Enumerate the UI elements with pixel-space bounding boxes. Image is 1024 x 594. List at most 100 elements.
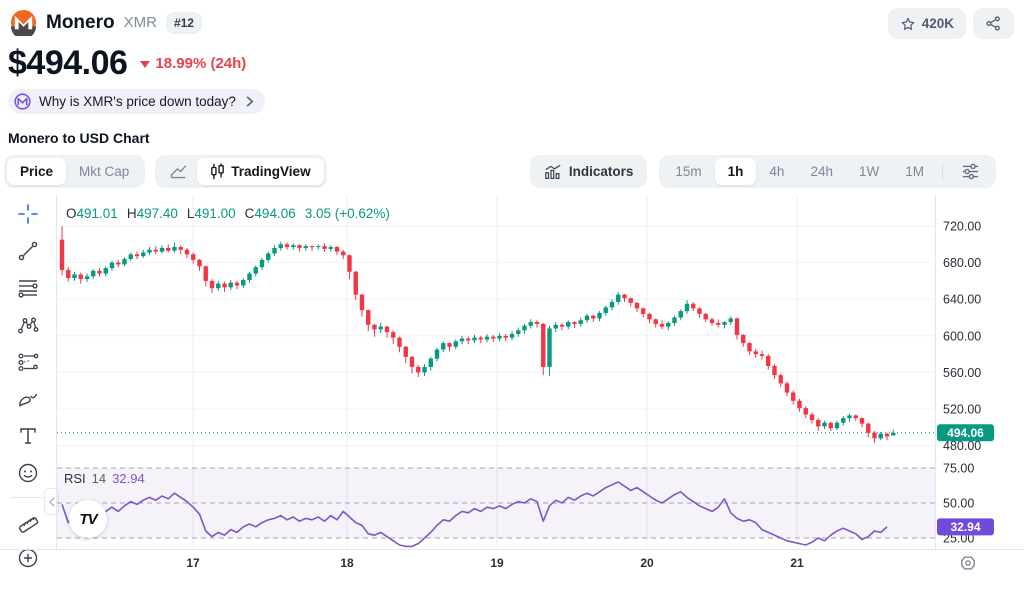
candle-body (91, 270, 96, 277)
share-button[interactable] (973, 8, 1014, 39)
candle-body (384, 326, 390, 333)
header-actions: 420K (887, 8, 1014, 39)
candle-body (541, 323, 546, 367)
fib-lines-icon (18, 279, 38, 298)
candle-body (691, 303, 696, 309)
candle-body (134, 254, 140, 257)
candle-body (259, 259, 265, 268)
candle-body (734, 318, 740, 335)
rsi-axis-label: 75.00 (943, 462, 974, 476)
candle-body (109, 262, 115, 269)
candle-body (684, 303, 690, 312)
candle-body (828, 422, 833, 429)
candle-body (178, 247, 183, 250)
candle-body (597, 312, 602, 319)
candle-body (222, 283, 227, 288)
tf-24h[interactable]: 24h (797, 158, 846, 185)
candle-body (228, 282, 233, 288)
candle-body (678, 311, 683, 318)
gear-icon (961, 556, 975, 570)
candle-body (378, 326, 383, 330)
candle-body (641, 308, 646, 314)
candle-body (878, 433, 883, 439)
candle-body (216, 283, 221, 289)
coin-header: Monero XMR #12 (10, 9, 202, 36)
cmc-ai-icon (14, 93, 31, 110)
chart-settings-button[interactable] (956, 551, 980, 578)
tradingview-watermark-logo[interactable]: TV (69, 500, 107, 538)
candle-body (266, 253, 271, 260)
trend-line-tool-button[interactable] (10, 232, 46, 269)
triangle-down-icon (140, 60, 151, 68)
crosshair-icon (18, 203, 38, 224)
chart-type-switch: TradingView (155, 155, 327, 188)
candle-body (128, 254, 133, 259)
projection-icon (18, 352, 39, 371)
ohlc-change: 3.05 (+0.62%) (304, 206, 390, 221)
line-chart-icon (171, 165, 187, 179)
candle-body (453, 341, 458, 347)
tf-1w[interactable]: 1W (846, 158, 892, 185)
candle-body (428, 358, 433, 367)
coin-rank-badge: #12 (165, 11, 202, 34)
forecast-tool-button[interactable] (10, 343, 46, 380)
toolbar-collapse-button[interactable] (44, 488, 59, 515)
tf-1m[interactable]: 1M (892, 158, 937, 185)
candle-body (72, 274, 77, 279)
measure-tool-button[interactable] (10, 502, 46, 539)
ruler-icon (18, 516, 39, 533)
tab-mktcap[interactable]: Mkt Cap (66, 158, 142, 185)
price-insight-banner[interactable]: Why is XMR's price down today? (8, 89, 265, 114)
candle-body (353, 271, 358, 295)
rsi-legend: RSI 14 32.94 (64, 471, 145, 486)
candle-body (209, 280, 215, 289)
time-axis-label: 21 (790, 556, 804, 570)
candlestick-chart-canvas[interactable]: 720.00 680.00 640.00 600.00 560.00 520.00 480.… (0, 193, 1024, 594)
candle-body (566, 322, 571, 327)
brush-tool-button[interactable] (10, 380, 46, 417)
candle-body (284, 244, 290, 248)
text-tool-button[interactable] (10, 417, 46, 454)
indicators-button[interactable]: Indicators (529, 155, 648, 188)
candle-body (559, 324, 565, 327)
price-section: $494.06 18.99% (24h) (8, 44, 246, 83)
tab-price[interactable]: Price (7, 158, 67, 185)
last-price-pill-text: 494.06 (947, 426, 984, 440)
tf-15m[interactable]: 15m (662, 158, 714, 185)
candle-body (316, 246, 321, 248)
candle-body (584, 315, 590, 321)
candle-body (434, 349, 440, 359)
candle-body (491, 336, 496, 339)
candle-body (572, 322, 577, 324)
candle-body (841, 418, 846, 423)
watchlist-button[interactable]: 420K (887, 8, 966, 39)
candle-body (553, 324, 558, 329)
tf-4h[interactable]: 4h (756, 158, 797, 185)
candle-body (603, 307, 608, 313)
chart-toolbar-right: Indicators 15m 1h 4h 24h 1W 1M (529, 155, 996, 188)
emoji-tool-button[interactable] (10, 454, 46, 491)
candle-body (197, 259, 202, 267)
tradingview-toggle[interactable]: TradingView (197, 158, 324, 185)
coin-name: Monero (46, 11, 115, 33)
rsi-axis-label: 50.00 (943, 497, 974, 511)
candle-body (697, 308, 702, 314)
candle-body (141, 252, 146, 257)
candle-body (647, 313, 652, 320)
chevron-left-icon (48, 496, 55, 507)
price-axis-label: 480.00 (943, 439, 981, 453)
banner-text: Why is XMR's price down today? (39, 94, 236, 109)
candle-body (328, 247, 333, 249)
timeframe-settings-button[interactable] (948, 158, 993, 185)
line-chart-toggle[interactable] (158, 158, 197, 185)
watchlist-count: 420K (921, 16, 954, 31)
candle-body (853, 415, 858, 419)
candle-body (534, 322, 540, 324)
pattern-tool-button[interactable] (10, 306, 46, 343)
candle-body (78, 274, 83, 280)
candle-body (791, 392, 796, 401)
crosshair-tool-button[interactable] (10, 195, 46, 232)
tf-1h[interactable]: 1h (714, 158, 757, 185)
fib-retracement-tool-button[interactable] (10, 269, 46, 306)
xabcd-pattern-icon (18, 317, 39, 333)
